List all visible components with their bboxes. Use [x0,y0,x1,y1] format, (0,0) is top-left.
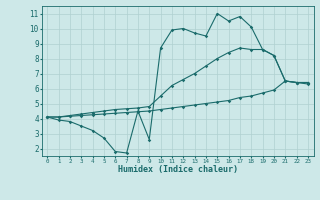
X-axis label: Humidex (Indice chaleur): Humidex (Indice chaleur) [118,165,237,174]
